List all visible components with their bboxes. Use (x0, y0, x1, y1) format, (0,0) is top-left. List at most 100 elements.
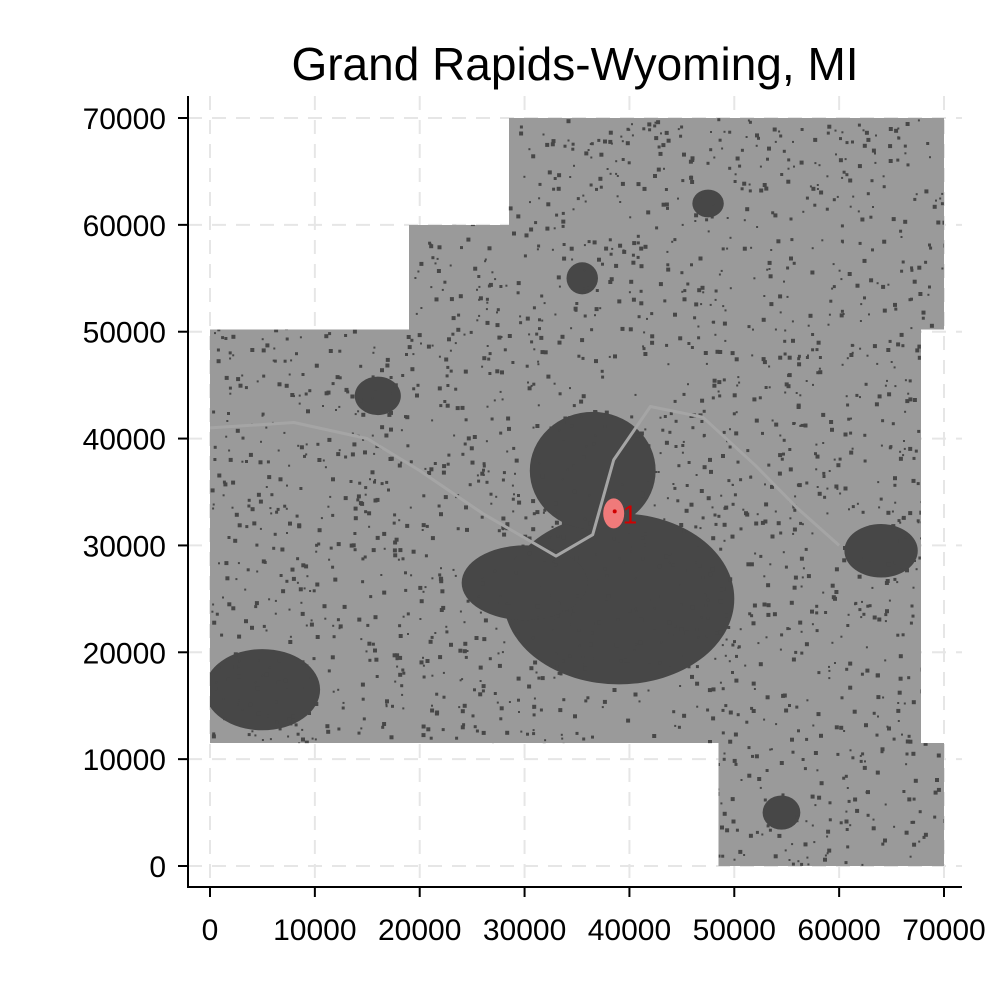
speck (694, 220, 697, 222)
speck (332, 235, 335, 238)
speck (327, 669, 331, 673)
speck (911, 614, 915, 618)
speck (516, 676, 521, 681)
speck (804, 547, 808, 551)
speck (577, 628, 581, 632)
speck (396, 830, 401, 835)
speck (864, 760, 866, 763)
speck (527, 684, 532, 689)
speck (360, 682, 365, 687)
speck (305, 453, 308, 456)
speck (297, 232, 302, 237)
speck (780, 633, 784, 637)
speck (533, 660, 538, 665)
speck (485, 142, 488, 145)
speck (334, 314, 337, 316)
speck (294, 723, 298, 727)
speck (245, 855, 250, 860)
speck (282, 830, 286, 834)
speck (247, 504, 251, 508)
speck (760, 520, 765, 525)
speck (433, 462, 437, 465)
speck (668, 795, 671, 798)
speck (728, 166, 732, 170)
speck (714, 657, 717, 660)
speck (237, 281, 242, 285)
speck (855, 808, 860, 813)
speck (657, 471, 660, 473)
speck (409, 212, 414, 216)
speck (528, 333, 531, 336)
speck (596, 579, 599, 582)
speck (571, 142, 575, 146)
speck (855, 283, 860, 288)
speck (840, 239, 844, 243)
speck (747, 746, 751, 750)
speck (747, 119, 750, 122)
speck (445, 403, 450, 408)
speck (715, 791, 720, 796)
speck (856, 502, 859, 505)
speck (369, 595, 373, 599)
speck (718, 394, 722, 398)
speck (460, 725, 465, 730)
speck (532, 713, 536, 717)
speck (623, 658, 628, 663)
speck (224, 228, 227, 231)
speck (611, 780, 615, 784)
speck (750, 706, 754, 710)
speck (418, 585, 423, 590)
speck (501, 651, 504, 654)
speck (501, 525, 506, 530)
speck (882, 175, 885, 178)
speck (370, 470, 375, 475)
speck (460, 405, 465, 410)
speck (219, 219, 222, 222)
speck (635, 643, 638, 646)
speck (449, 264, 452, 267)
speck (788, 448, 792, 451)
speck (729, 428, 731, 431)
speck (419, 660, 424, 665)
speck (358, 481, 362, 485)
speck (861, 600, 863, 603)
speck (296, 581, 299, 584)
speck (458, 648, 463, 653)
speck (744, 664, 747, 667)
speck (841, 363, 844, 366)
speck (720, 494, 723, 497)
speck (631, 134, 634, 137)
speck (559, 767, 564, 772)
speck (544, 507, 547, 510)
speck (714, 298, 717, 301)
speck (936, 787, 941, 792)
speck (896, 158, 900, 162)
speck (730, 534, 735, 539)
speck (542, 743, 546, 746)
speck (231, 606, 236, 611)
speck (709, 303, 712, 306)
speck (846, 845, 850, 849)
speck (852, 344, 855, 347)
speck (543, 558, 546, 562)
speck (459, 751, 462, 754)
x-tick-label: 10000 (273, 914, 356, 947)
speck (269, 738, 272, 741)
speck (862, 258, 867, 263)
speck (496, 311, 498, 314)
speck (782, 693, 787, 698)
speck (464, 418, 468, 422)
speck (929, 509, 932, 512)
speck (629, 565, 631, 567)
speck (231, 255, 235, 259)
speck (441, 605, 446, 610)
speck (380, 265, 385, 269)
speck (415, 312, 418, 315)
speck (228, 802, 233, 807)
speck (811, 186, 816, 191)
speck (564, 857, 568, 861)
speck (264, 672, 269, 677)
speck (684, 754, 688, 758)
speck (639, 246, 644, 251)
